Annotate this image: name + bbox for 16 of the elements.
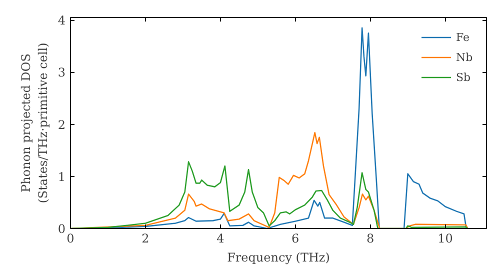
x-tick-label: 4 [216, 232, 225, 246]
y-tick-label: 1 [58, 170, 66, 184]
legend-label: Sb [456, 70, 472, 84]
legend-label: Fe [456, 30, 471, 44]
x-tick-label: 0 [66, 232, 74, 246]
y-axis-title: Phonon projected DOS (States/THz·primitive cell) [19, 42, 50, 204]
y-tick-label: 4 [58, 14, 66, 28]
y-tick-label: 2 [58, 118, 66, 132]
legend-label: Nb [456, 50, 474, 64]
x-tick-label: 10 [438, 232, 453, 246]
x-axis-title: Frequency (THz) [227, 250, 330, 264]
x-tick-label: 6 [292, 232, 300, 246]
x-tick-label: 8 [366, 232, 374, 246]
x-tick-label: 2 [142, 232, 150, 246]
y-tick-label: 0 [58, 222, 66, 236]
y-tick-label: 3 [58, 66, 66, 80]
